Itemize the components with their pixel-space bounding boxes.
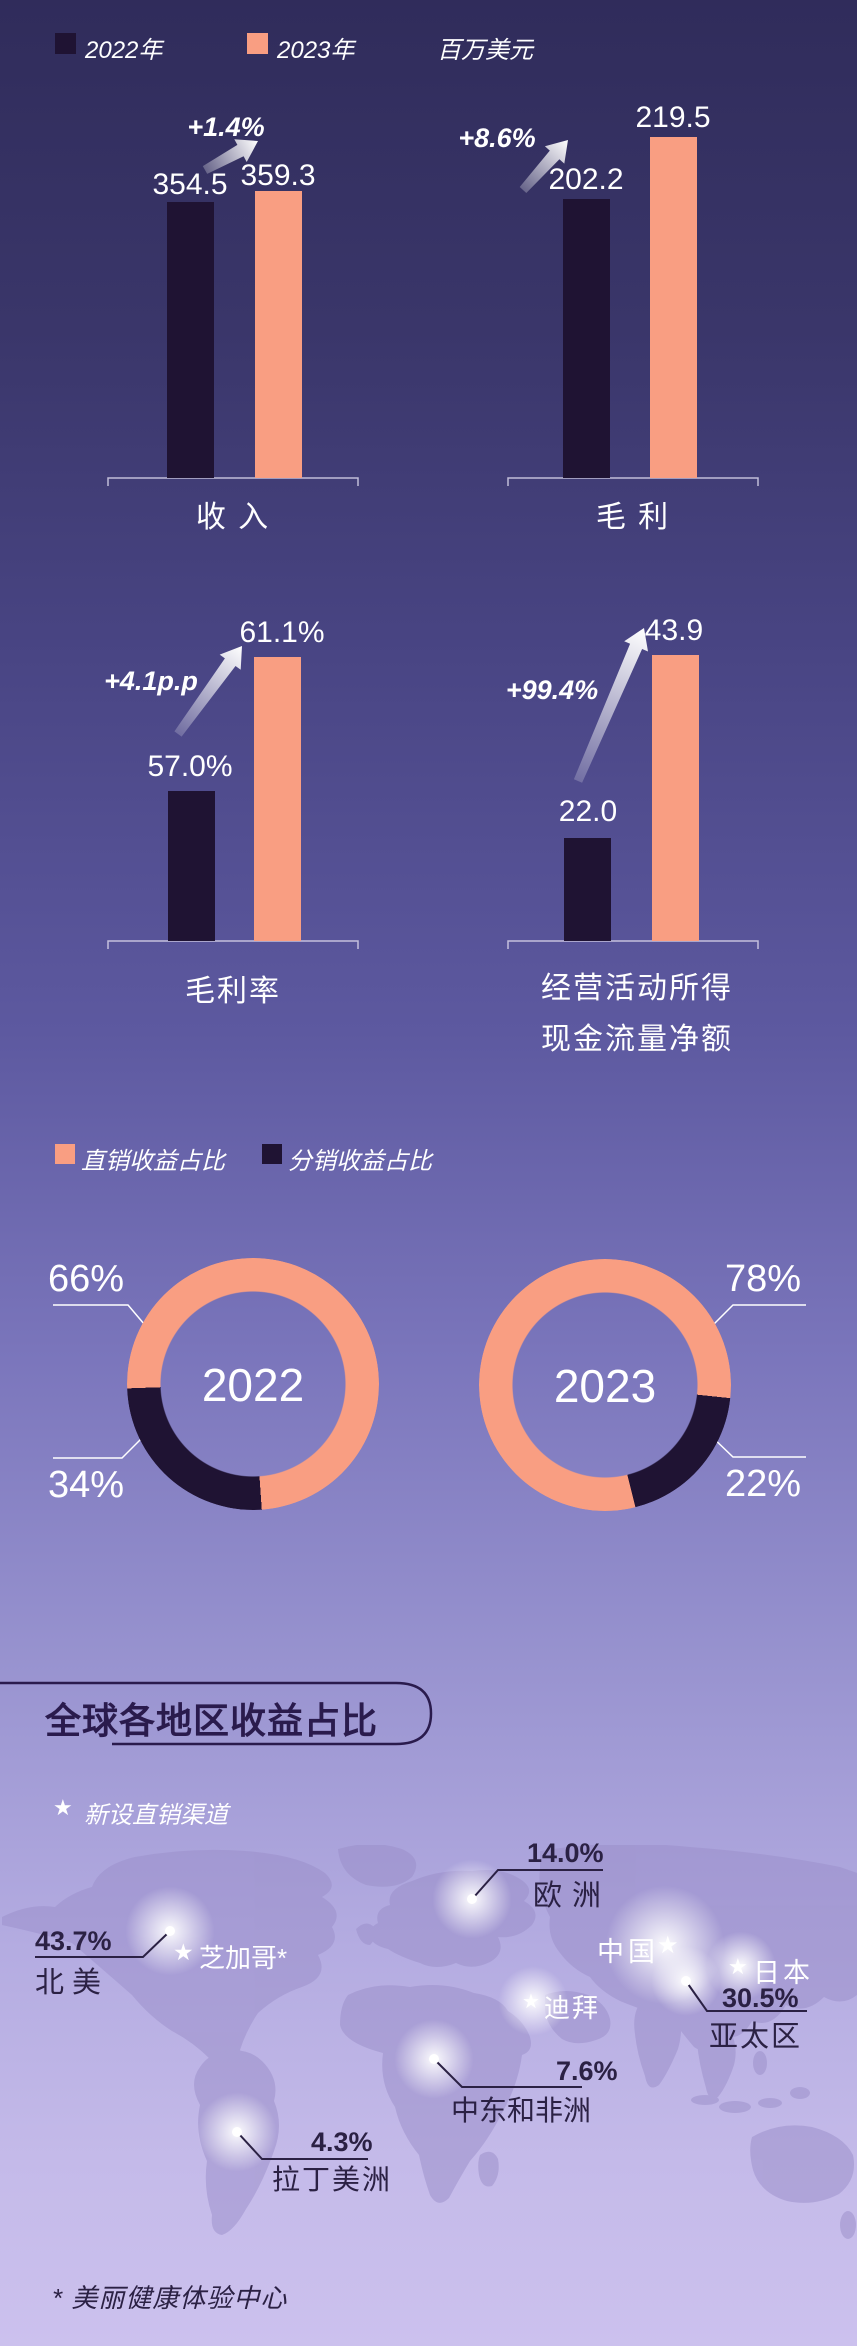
donut-legend-swatch-direct: [55, 1144, 75, 1164]
island-new-zealand: [840, 2211, 856, 2239]
growth-arrow-revenue: [202, 139, 258, 174]
legend-swatch-2023: [247, 33, 268, 54]
chart-gross-profit-value-2022: 202.2: [548, 163, 624, 196]
section-title-outline: [0, 1681, 433, 1746]
legend-label-2023: 2023年: [277, 37, 355, 64]
chart-margin-bar-2023: [254, 657, 301, 941]
legend-label-2022: 2022年: [85, 37, 163, 64]
chart-margin-value-2022: 57.0%: [147, 750, 233, 783]
donut-2022-distribution-pct: 34%: [48, 1464, 125, 1506]
donut-chart-2022: [127, 1258, 379, 1510]
chart-cashflow-title-line1: 经营活动所得: [541, 972, 733, 1005]
chart-revenue-value-2023: 359.3: [240, 159, 316, 192]
map-city-japan: 日本: [753, 1958, 813, 1988]
chart-gross-profit-bar-2022: [563, 199, 610, 478]
chart-revenue-bar-2022: [167, 202, 214, 478]
chart-revenue-value-2022: 354.5: [152, 168, 228, 201]
chart-margin-delta: +4.1p.p: [104, 666, 198, 696]
donut-2022-direct-pct: 66%: [48, 1258, 125, 1300]
map-city-dubai: 迪拜: [544, 1993, 601, 2023]
star-icon-japan: ★: [728, 1954, 748, 1979]
chart-margin-value-2023: 61.1%: [239, 616, 325, 649]
island-madagascar: [478, 2151, 499, 2187]
continent-australia: [750, 2125, 855, 2203]
donut-2023-direct-pct: 78%: [725, 1258, 802, 1300]
legend-swatch-2022: [55, 33, 76, 54]
star-icon-dubai: ★: [522, 1991, 540, 2013]
chart-cashflow-delta: +99.4%: [505, 675, 599, 705]
chart-margin-title: 毛利率: [185, 975, 281, 1008]
growth-arrow-gross-profit: [519, 140, 568, 193]
donut-legend-swatch-distribution: [262, 1144, 282, 1164]
chart-revenue-delta: +1.4%: [187, 112, 265, 142]
map-europe-value: 14.0%: [527, 1838, 604, 1868]
map-footnote: * 美丽健康体验中心: [52, 2283, 288, 2313]
donut-legend-direct: 直销收益占比: [81, 1148, 225, 1175]
map-city-china: 中国: [597, 1937, 659, 1967]
map-mea-value: 7.6%: [556, 2056, 618, 2086]
chart-cashflow-value-2022: 22.0: [558, 795, 618, 828]
map-north-america-value: 43.7%: [35, 1926, 112, 1956]
unit-label: 百万美元: [437, 37, 533, 64]
growth-arrow-cashflow: [573, 628, 648, 783]
map-north-america-name: 北美: [35, 1967, 110, 1999]
donut-2022-year: 2022: [201, 1359, 305, 1411]
map-city-chicago: 芝加哥*: [199, 1943, 288, 1973]
island: [691, 2095, 719, 2105]
chart-gross-profit-bar-2023: [650, 137, 697, 478]
chart-cashflow-value-2023: 43.9: [644, 614, 704, 647]
chart-margin-bar-2022: [168, 791, 215, 941]
map-marker-dots: [165, 1894, 691, 2137]
map-callout-lines: [35, 1869, 807, 2160]
peninsula-se-asia: [696, 2020, 736, 2099]
star-icon-chicago: ★: [173, 1939, 194, 1965]
island-uk: [356, 1923, 376, 1945]
chart-cashflow-title-line2: 现金流量净额: [541, 1023, 733, 1056]
map-asia-pacific-value: 30.5%: [722, 1983, 799, 2013]
map-latam-name: 拉丁美洲: [272, 2164, 393, 2195]
donut-legend-distribution: 分销收益占比: [288, 1148, 432, 1175]
chart-cashflow-bar-2023: [652, 655, 699, 941]
chart-cashflow-bar-2022: [564, 838, 611, 941]
map-europe-name: 欧洲: [533, 1880, 612, 1912]
chart-gross-profit-delta: +8.6%: [458, 123, 536, 153]
chart-gross-profit-title: 毛 利: [595, 501, 671, 534]
chart-gross-profit-value-2023: 219.5: [635, 101, 711, 134]
map-section-title: 全球各地区收益占比: [45, 1700, 379, 1741]
glow-dubai: [498, 1966, 568, 2036]
island-philippines: [753, 2051, 767, 2075]
donut-2023-distribution-pct: 22%: [725, 1463, 802, 1505]
island: [758, 2098, 782, 2108]
continent-greenland: [338, 1845, 417, 1887]
island: [719, 2101, 751, 2113]
donut-chart-2023: [479, 1259, 731, 1511]
star-icon-china: ★: [657, 1932, 679, 1959]
map-latam-value: 4.3%: [311, 2127, 373, 2157]
island-japan: [787, 1941, 815, 1983]
island: [790, 2087, 810, 2099]
donut-2023-year: 2023: [553, 1360, 657, 1412]
growth-arrow-margin: [174, 646, 242, 737]
peninsula-india: [634, 1998, 682, 2088]
star-icon: ★: [53, 1795, 73, 1820]
chart-revenue-bar-2023: [255, 191, 302, 478]
map-star-note: 新设直销渠道: [84, 1802, 228, 1829]
axis-brackets: [107, 477, 759, 949]
map-mea-name: 中东和非洲: [451, 2095, 592, 2126]
chart-revenue-title: 收 入: [195, 501, 271, 534]
map-asia-pacific-name: 亚太区: [709, 2021, 803, 2053]
